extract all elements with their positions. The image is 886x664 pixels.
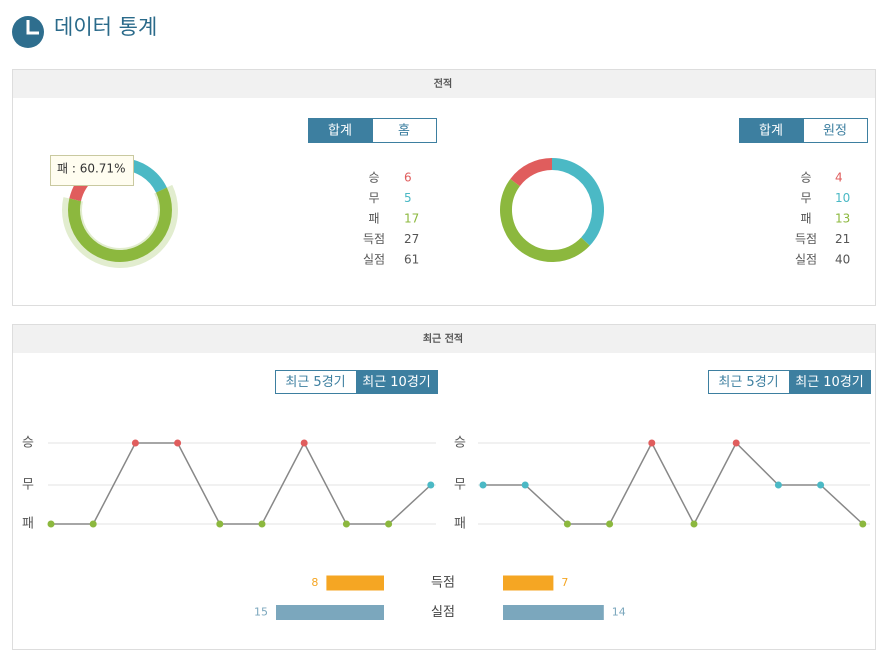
stat-label: 득점 [795, 232, 817, 246]
comparison-bar [503, 605, 604, 620]
stat-value: 21 [835, 232, 850, 246]
result-point [774, 481, 782, 489]
comparison-bar [326, 575, 384, 591]
tab-label[interactable]: 최근 10경기 [362, 375, 431, 390]
result-point [521, 481, 529, 489]
stat-value: 61 [404, 253, 419, 267]
result-point [732, 439, 740, 447]
tab-label[interactable]: 원정 [823, 124, 847, 139]
result-point [859, 520, 867, 528]
result-point [479, 481, 487, 489]
donut-segment [68, 187, 172, 262]
tab[interactable] [356, 370, 438, 394]
comparison-value: 8 [311, 576, 318, 589]
comparison-value: 14 [612, 606, 626, 619]
result-point [648, 439, 656, 447]
stat-value: 17 [404, 212, 419, 226]
stat-label: 승 [800, 171, 811, 185]
result-line [483, 441, 864, 526]
stat-value: 27 [404, 232, 419, 246]
tab[interactable] [372, 118, 437, 143]
section-title: 최근 전적 [423, 332, 463, 345]
stat-value: 5 [404, 191, 412, 205]
stat-label: 실점 [363, 253, 385, 267]
tab-label[interactable]: 홈 [398, 124, 410, 139]
result-point [342, 520, 350, 528]
donut-segment [551, 158, 604, 246]
stat-value: 6 [404, 171, 412, 185]
header-icon-hand [26, 20, 39, 35]
comparison-label: 실점 [431, 605, 455, 620]
y-level-label: 무 [454, 478, 466, 493]
result-point [216, 520, 224, 528]
tab-label[interactable]: 합계 [759, 124, 783, 139]
result-point [427, 481, 435, 489]
comparison-value: 15 [254, 606, 268, 619]
record-header [13, 70, 875, 98]
result-point [89, 520, 97, 528]
section-title: 전적 [434, 77, 452, 90]
stat-label: 무 [368, 191, 379, 205]
donut-segment [510, 158, 553, 187]
result-point [300, 439, 308, 447]
stat-label: 득점 [363, 232, 385, 246]
y-level-label: 패 [22, 517, 34, 532]
result-point [563, 520, 571, 528]
y-level-label: 승 [22, 436, 34, 451]
tooltip-text: 패 : 60.71% [57, 162, 125, 176]
result-point [47, 520, 55, 528]
tooltip [50, 155, 134, 186]
stat-value: 40 [835, 253, 850, 267]
page-title: 데이터 통계 [54, 15, 157, 39]
result-point [606, 520, 614, 528]
comparison-value: 7 [561, 576, 568, 589]
result-point [690, 520, 698, 528]
comparison-bar [503, 575, 554, 591]
tab-label[interactable]: 합계 [328, 124, 352, 139]
stat-value: 4 [835, 171, 843, 185]
result-line [51, 441, 432, 525]
comparison-bar [276, 605, 384, 620]
y-level-label: 패 [454, 517, 466, 532]
result-point [258, 520, 266, 528]
tab[interactable] [789, 370, 871, 394]
y-level-label: 승 [454, 436, 466, 451]
result-point [817, 481, 825, 489]
donut-segment [500, 178, 590, 262]
stat-label: 패 [800, 212, 811, 226]
comparison-label: 득점 [431, 576, 455, 591]
y-level-label: 무 [22, 478, 34, 493]
tab[interactable] [803, 118, 868, 143]
record-box [12, 69, 876, 306]
tab-label[interactable]: 최근 5경기 [285, 375, 345, 390]
stat-label: 패 [368, 212, 379, 226]
result-point [385, 520, 393, 528]
recent-header [13, 325, 875, 353]
result-point [131, 439, 139, 447]
tab-label[interactable]: 최근 5경기 [718, 375, 778, 390]
stat-label: 실점 [795, 253, 817, 267]
tab-label[interactable]: 최근 10경기 [795, 375, 864, 390]
stat-value: 13 [835, 212, 850, 226]
stat-label: 무 [800, 191, 811, 205]
result-point [174, 439, 182, 447]
stat-value: 10 [835, 191, 850, 205]
stat-label: 승 [368, 171, 379, 185]
